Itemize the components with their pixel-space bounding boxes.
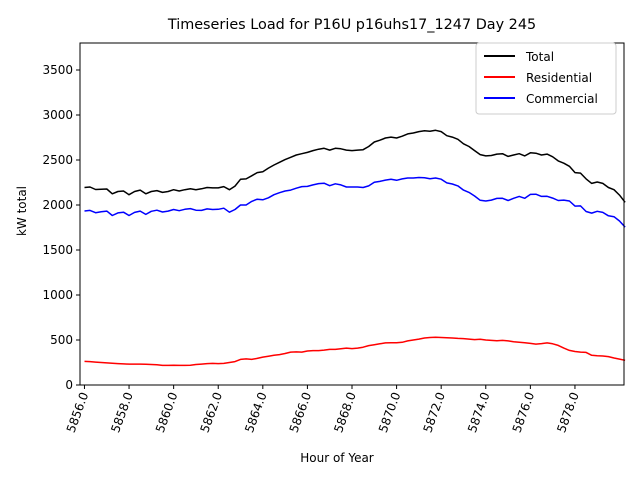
- series-line-commercial: [84, 176, 626, 228]
- series-line-residential: [84, 336, 626, 367]
- chart-title: Timeseries Load for P16U p16uhs17_1247 D…: [167, 17, 536, 33]
- y-axis-label: kW total: [15, 186, 29, 236]
- legend: Total Residential Commercial: [475, 42, 617, 115]
- y-tick-label: 1500: [42, 243, 73, 257]
- series-line-total: [84, 129, 626, 203]
- y-tick-label: 500: [50, 333, 73, 347]
- y-tick-label: 0: [65, 378, 73, 392]
- y-tick-label: 3000: [42, 108, 73, 122]
- y-tick-label: 2500: [42, 153, 73, 167]
- y-tick-label: 1000: [42, 288, 73, 302]
- legend-box: [475, 42, 617, 115]
- x-axis-label: Hour of Year: [300, 451, 374, 465]
- y-axis-ticks: 0 500 1000 1500 2000 2500 3000 3500: [42, 63, 80, 392]
- y-tick-label: 3500: [42, 63, 73, 77]
- legend-label-commercial: Commercial: [526, 92, 598, 106]
- plot-lines: [84, 129, 626, 367]
- y-tick-label: 2000: [42, 198, 73, 212]
- legend-label-residential: Residential: [526, 71, 592, 85]
- legend-label-total: Total: [525, 50, 554, 64]
